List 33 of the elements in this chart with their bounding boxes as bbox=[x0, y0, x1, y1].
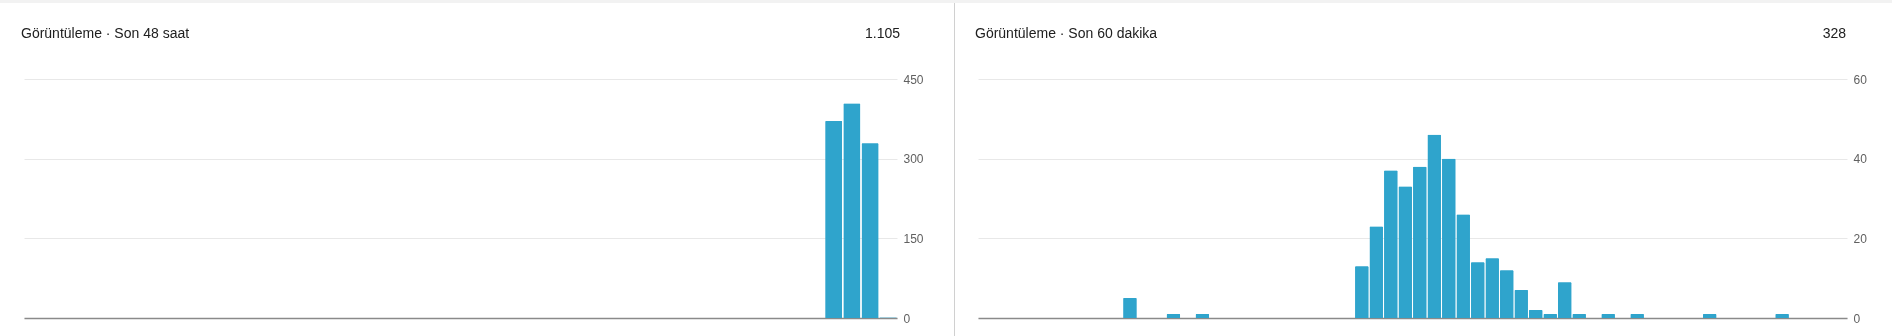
bar bbox=[1166, 314, 1181, 318]
bar bbox=[1572, 314, 1586, 318]
y-tick-label: 40 bbox=[1853, 152, 1868, 167]
bar bbox=[1775, 314, 1789, 318]
bar bbox=[1384, 170, 1398, 318]
bar bbox=[861, 143, 879, 318]
y-tick-label: 450 bbox=[903, 72, 924, 87]
y-tick-label: 60 bbox=[1853, 72, 1868, 87]
bar bbox=[1630, 314, 1644, 318]
chart-title: Görüntüleme · Son 48 saat bbox=[21, 25, 190, 41]
y-tick-label: 20 bbox=[1853, 231, 1868, 246]
chart-title: Görüntüleme · Son 60 dakika bbox=[975, 25, 1158, 41]
y-tick-label: 150 bbox=[903, 231, 924, 246]
bar bbox=[1123, 298, 1137, 318]
bar bbox=[825, 120, 843, 318]
bar bbox=[1702, 314, 1717, 318]
bar bbox=[843, 103, 861, 318]
bar bbox=[1543, 314, 1557, 318]
text: 1.105 bbox=[864, 25, 900, 41]
bar bbox=[1456, 214, 1470, 318]
text: 328 bbox=[1822, 25, 1846, 41]
bar bbox=[1601, 314, 1615, 318]
bar bbox=[1413, 166, 1427, 318]
bar bbox=[1514, 290, 1528, 318]
bar bbox=[1442, 158, 1456, 318]
bar bbox=[1529, 310, 1543, 318]
bar bbox=[1369, 226, 1383, 318]
bar bbox=[1398, 186, 1412, 318]
y-tick-label: 300 bbox=[903, 152, 924, 167]
y-tick-label: 0 bbox=[1853, 311, 1861, 326]
bar bbox=[1195, 314, 1210, 318]
y-tick-label: 0 bbox=[903, 311, 911, 326]
bar bbox=[1427, 134, 1441, 318]
